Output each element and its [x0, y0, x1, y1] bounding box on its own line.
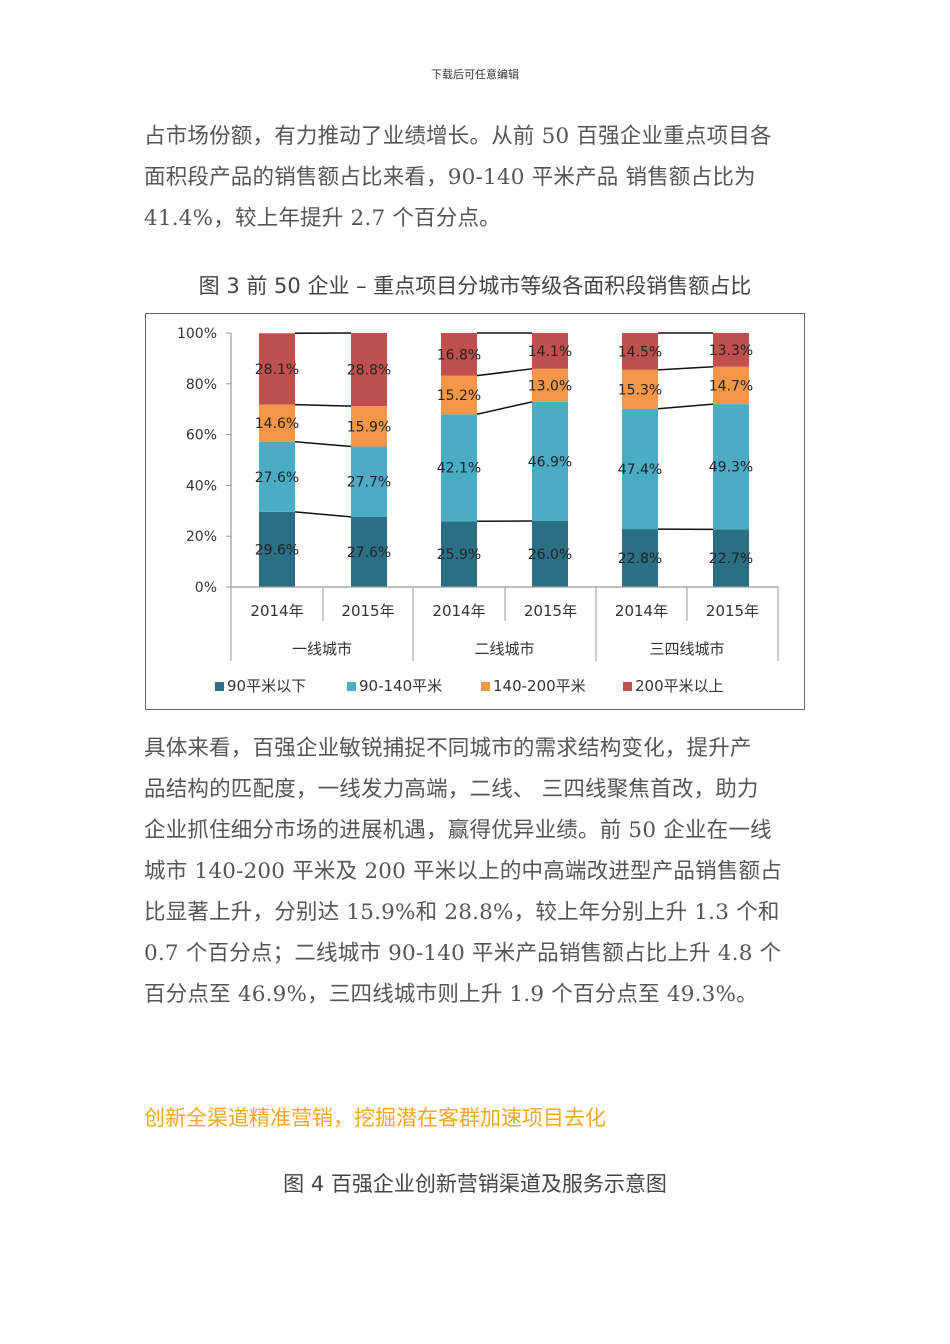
series-line: [476, 368, 533, 377]
series-line: [294, 403, 352, 407]
bar-segment: [532, 368, 568, 402]
y-tick-label: 0%: [195, 580, 217, 596]
paragraph-line: 品结构的匹配度，一线发力高端，二线、 三四线聚焦首改，助力: [144, 777, 759, 802]
data-label: 26.0%: [528, 547, 572, 563]
data-label: 49.3%: [709, 460, 753, 476]
data-label: 27.7%: [347, 475, 391, 491]
bar-segment: [351, 516, 387, 587]
bar-segment: [259, 441, 295, 512]
bar-segment: [532, 401, 568, 521]
bar-segment: [713, 366, 749, 405]
series-line: [294, 511, 352, 518]
data-label: 25.9%: [437, 547, 481, 563]
series-line: [476, 401, 533, 416]
bar-segment: [441, 414, 477, 522]
legend-label: 90平米以下: [227, 677, 306, 695]
paragraph-details: 具体来看，百强企业敏锐捕捉不同城市的需求结构变化，提升产 品结构的匹配度，一线发…: [144, 728, 814, 1015]
bar-segment: [713, 529, 749, 587]
bar-segment: [622, 408, 658, 530]
x-tick-label: 2014年: [432, 602, 485, 620]
legend-swatch: [347, 682, 356, 691]
y-tick-label: 40%: [186, 478, 217, 494]
paragraph-line: 面积段产品的销售额占比来看，90-140 平米产品 销售额占比为: [144, 165, 756, 190]
bar-segment: [622, 333, 658, 370]
data-label: 42.1%: [437, 461, 481, 477]
series-line: [657, 366, 714, 371]
page-header-note: 下载后可任意编辑: [431, 68, 519, 81]
figure-4-title: 图 4 百强企业创新营销渠道及服务示意图: [283, 1172, 667, 1196]
legend-label: 140-200平米: [493, 677, 586, 695]
figure-3-title: 图 3 前 50 企业 – 重点项目分城市等级各面积段销售额占比: [198, 274, 752, 298]
legend-swatch: [623, 682, 632, 691]
bar-segment: [622, 369, 658, 409]
x-tick-label: 2015年: [524, 602, 577, 620]
paragraph-line: 百分点至 46.9%，三四线城市则上升 1.9 个百分点至 49.3%。: [144, 982, 758, 1007]
x-tick-label: 2015年: [706, 602, 759, 620]
paragraph-intro: 占市场份额，有力推动了业绩增长。从前 50 百强企业重点项目各 面积段产品的销售…: [144, 116, 814, 239]
data-label: 22.8%: [618, 551, 662, 567]
series-line: [294, 440, 352, 448]
data-label: 15.2%: [437, 388, 481, 404]
legend-swatch: [215, 682, 224, 691]
data-label: 27.6%: [255, 470, 299, 486]
data-label: 29.6%: [255, 542, 299, 558]
bar-segment: [259, 333, 295, 405]
bar-segment: [441, 333, 477, 376]
series-line: [657, 403, 714, 410]
bar-segment: [259, 404, 295, 442]
stacked-bar-chart: 0% 20% 40% 60% 80% 100% 29.6% 27.6% 14.6% 28.1% 27…: [145, 313, 805, 710]
bar-segment: [259, 511, 295, 587]
paragraph-line: 城市 140-200 平米及 200 平米以上的中高端改进型产品销售额占: [144, 859, 782, 884]
bar-segment: [713, 404, 749, 530]
paragraph-line: 企业抓住细分市场的进展机遇，赢得优异业绩。前 50 企业在一线: [144, 818, 772, 843]
x-tick-label: 2015年: [341, 602, 394, 620]
data-label: 14.7%: [709, 378, 753, 394]
data-label: 13.0%: [528, 378, 572, 394]
y-tick-label: 80%: [186, 377, 217, 393]
paragraph-line: 41.4%，较上年提升 2.7 个百分点。: [144, 206, 501, 231]
data-label: 46.9%: [528, 454, 572, 470]
legend-label: 90-140平米: [359, 677, 442, 695]
data-label: 28.1%: [255, 362, 299, 378]
data-label: 15.3%: [618, 382, 662, 398]
data-label: 14.6%: [255, 416, 299, 432]
data-label: 14.5%: [618, 344, 662, 360]
bar-segment: [351, 333, 387, 407]
group-label: 二线城市: [474, 640, 534, 658]
legend-label: 200平米以上: [635, 677, 724, 695]
data-label: 47.4%: [618, 462, 662, 478]
data-label: 22.7%: [709, 551, 753, 567]
data-label: 28.8%: [347, 363, 391, 379]
data-label: 14.1%: [528, 344, 572, 360]
x-tick-label: 2014年: [250, 602, 303, 620]
y-tick-label: 60%: [186, 428, 217, 444]
bar-segment: [713, 333, 749, 367]
bar-segment: [441, 521, 477, 587]
bar-segment: [441, 375, 477, 415]
bar-segment: [351, 446, 387, 517]
x-tick-label: 2014年: [615, 602, 668, 620]
group-label: 一线城市: [292, 640, 352, 658]
paragraph-line: 比显著上升，分别达 15.9%和 28.8%，较上年分别上升 1.3 个和: [144, 900, 780, 925]
bar-segment: [351, 406, 387, 447]
data-label: 16.8%: [437, 347, 481, 363]
bar-segment: [532, 520, 568, 587]
paragraph-line: 占市场份额，有力推动了业绩增长。从前 50 百强企业重点项目各: [144, 124, 772, 149]
y-tick-label: 100%: [177, 326, 217, 342]
bar-segment: [532, 333, 568, 369]
y-tick-label: 20%: [186, 529, 217, 545]
paragraph-line: 具体来看，百强企业敏锐捕捉不同城市的需求结构变化，提升产: [144, 736, 752, 761]
chart-canvas: 0% 20% 40% 60% 80% 100% 29.6% 27.6% 14.6% 28.1% 27…: [177, 326, 779, 695]
bar-segment: [622, 529, 658, 587]
legend-swatch: [481, 682, 490, 691]
data-label: 13.3%: [709, 343, 753, 359]
group-label: 三四线城市: [649, 640, 724, 658]
section-heading: 创新全渠道精准营销，挖掘潜在客群加速项目去化: [144, 1106, 606, 1130]
data-label: 15.9%: [347, 419, 391, 435]
data-label: 27.6%: [347, 545, 391, 561]
paragraph-line: 0.7 个百分点；二线城市 90-140 平米产品销售额占比上升 4.8 个: [144, 941, 782, 966]
